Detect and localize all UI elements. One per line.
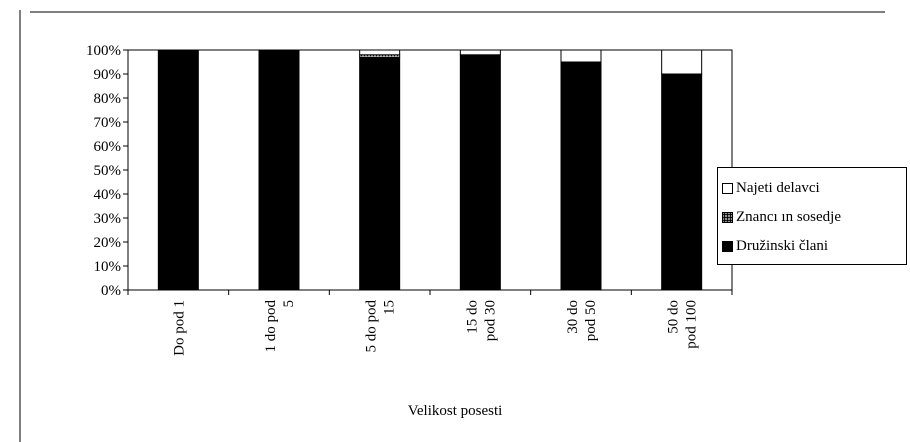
y-tick-label: 30% <box>94 211 122 227</box>
bar-segment-najeti-delavci <box>661 49 703 75</box>
legend: Najeti delavci Znancı ın sosedje Družins… <box>717 167 907 265</box>
legend-item-druzinski-clani: Družinski člani <box>722 232 906 261</box>
legend-swatch-dotted <box>722 212 733 223</box>
bar-segment-najeti-delavci <box>459 49 501 56</box>
x-category-label: 5 <box>281 300 297 308</box>
bar-segment-druzinski-clani <box>459 54 501 291</box>
y-tick-label: 20% <box>94 235 122 251</box>
legend-label: Najeti delavci <box>736 180 820 196</box>
x-category-label: 50 do <box>666 300 682 334</box>
legend-label: Družinski člani <box>736 238 829 254</box>
y-tick-label: 60% <box>94 139 122 155</box>
x-category-label: 5 do pod <box>364 300 380 353</box>
y-tick-label: 40% <box>94 187 122 203</box>
y-tick-label: 50% <box>94 163 122 179</box>
y-tick-label: 90% <box>94 67 122 83</box>
bar-segment-najeti-delavci <box>359 49 401 56</box>
plot-area <box>127 49 733 291</box>
bar-segment-druzinski-clani <box>258 49 300 291</box>
bar-segment-najeti-delavci <box>560 49 602 63</box>
bar-segment-druzinski-clani <box>560 61 602 291</box>
legend-swatch-black <box>722 241 733 252</box>
legend-item-znanci-in-sosedje: Znancı ın sosedje <box>722 203 906 232</box>
bar-segment-druzinski-clani <box>359 56 401 291</box>
legend-label: Znancı ın sosedje <box>736 209 841 225</box>
x-category-label: 30 do <box>565 300 581 334</box>
x-category-label: 15 do <box>464 300 480 334</box>
y-tick-label: 80% <box>94 91 122 107</box>
y-tick-label: 10% <box>94 259 122 275</box>
x-category-label: pod 100 <box>684 300 700 349</box>
x-category-label: 1 do pod <box>263 300 279 353</box>
bar-segment-druzinski-clani <box>157 49 199 291</box>
legend-item-najeti-delavci: Najeti delavci <box>722 174 906 203</box>
x-category-label: 15 <box>382 300 398 315</box>
y-tick-label: 70% <box>94 115 122 131</box>
legend-swatch-white <box>722 183 733 194</box>
y-tick-label: 100% <box>86 43 121 59</box>
x-category-label: pod 30 <box>482 300 498 341</box>
x-category-label: Do pod 1 <box>171 300 187 356</box>
x-axis-title: Velikost posesti <box>408 403 503 419</box>
x-category-label: pod 50 <box>583 300 599 341</box>
bar-segment-druzinski-clani <box>661 73 703 291</box>
y-tick-label: 0% <box>101 283 121 299</box>
